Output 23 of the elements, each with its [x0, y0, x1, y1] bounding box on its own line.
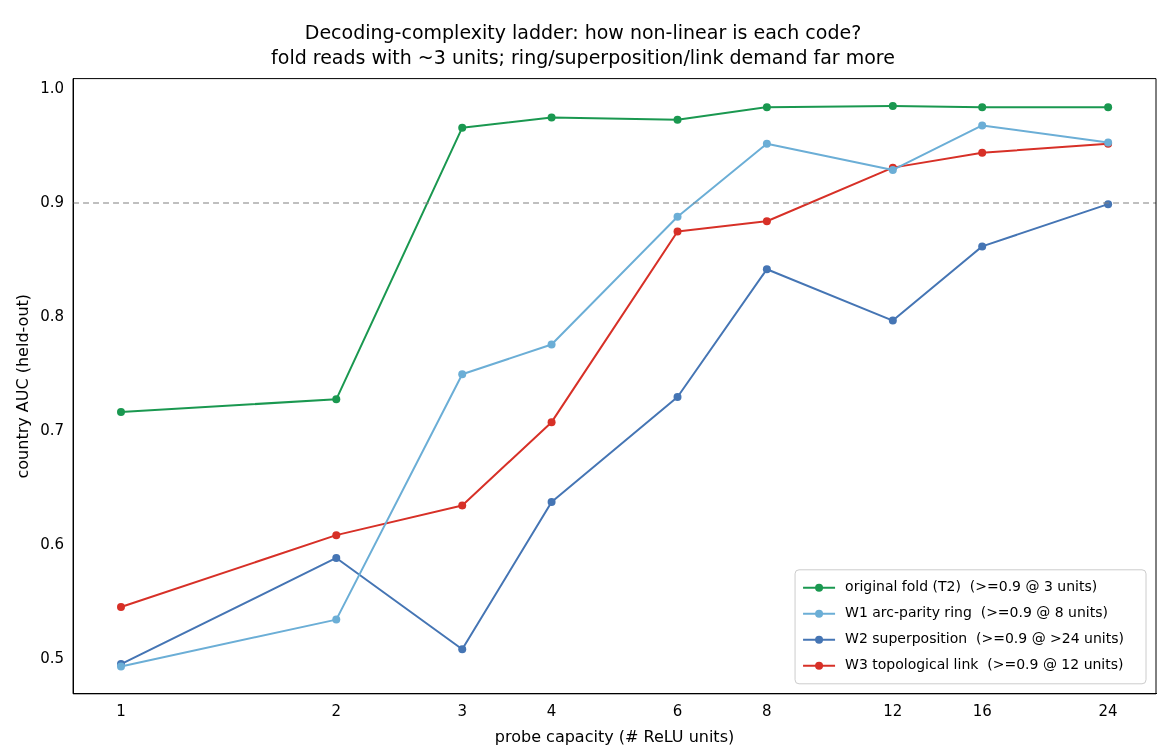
legend-label: W2 superposition (>=0.9 @ >24 units) [845, 630, 1125, 647]
y-tick-label: 0.9 [40, 192, 65, 211]
y-tick-label: 0.6 [40, 535, 65, 554]
x-tick-label: 6 [672, 701, 683, 720]
x-tick-label: 8 [762, 701, 772, 720]
x-tick-label: 12 [883, 701, 903, 720]
x-tick-label: 16 [972, 701, 992, 720]
x-tick-label: 2 [331, 701, 342, 720]
y-tick-label: 0.7 [40, 421, 65, 440]
x-tick-label: 4 [546, 701, 557, 720]
legend-label: W1 arc-parity ring (>=0.9 @ 8 units) [845, 604, 1109, 621]
y-tick-label: 1.0 [40, 78, 65, 97]
chart-title: Decoding-complexity ladder: how non-linear is each code? [304, 21, 862, 44]
chart-subtitle: fold reads with ~3 units; ring/superposition/link demand far more [271, 46, 895, 69]
x-tick-label: 1 [116, 701, 126, 720]
x-tick-label: 3 [457, 701, 467, 720]
y-tick-label: 0.8 [40, 307, 65, 326]
y-tick-label: 0.5 [40, 649, 65, 668]
x-axis-title: probe capacity (# ReLU units) [494, 726, 735, 746]
legend-label: W3 topological link (>=0.9 @ 12 units) [845, 656, 1124, 673]
legend-label: original fold (T2) (>=0.9 @ 3 units) [845, 578, 1098, 595]
x-tick-label: 24 [1098, 701, 1118, 720]
y-axis-title: country AUC (held-out) [12, 293, 32, 479]
